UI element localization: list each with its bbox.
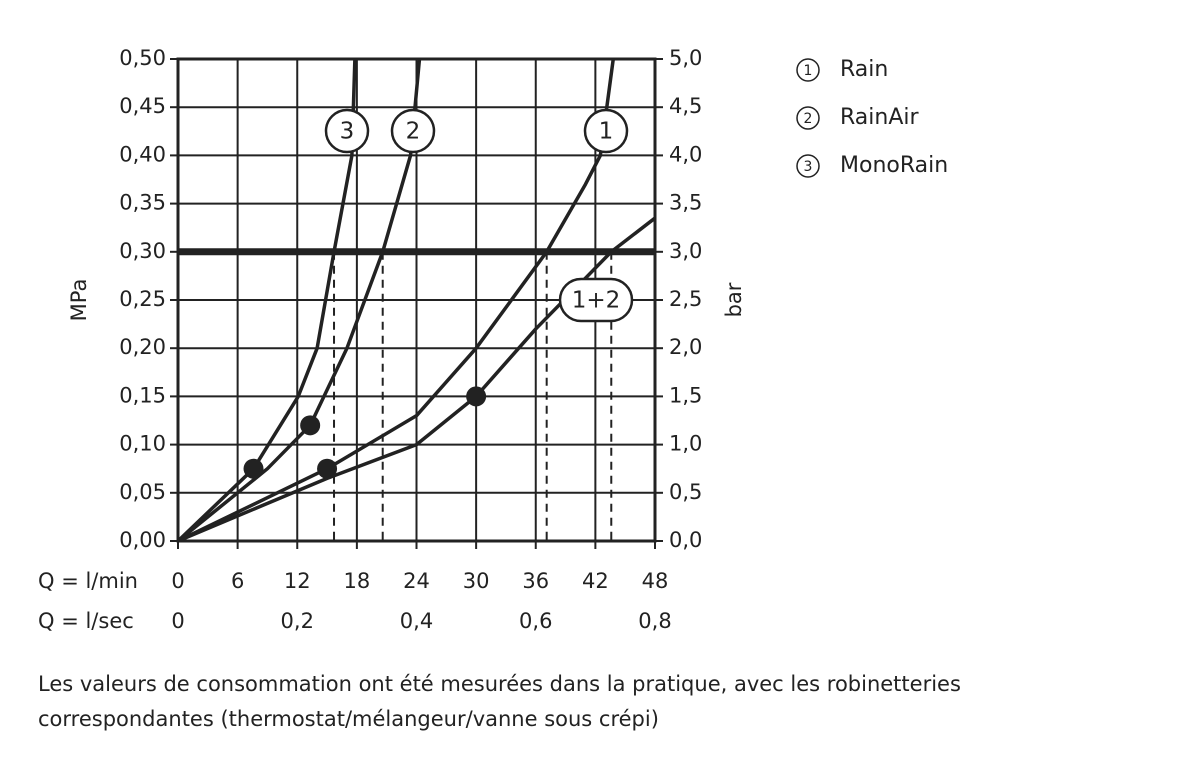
x-tick-label: 0	[171, 569, 184, 593]
y-tick-label: 0,40	[119, 142, 166, 166]
note-line: Les valeurs de consommation ont été mesu…	[38, 672, 961, 696]
x-tick-label: 18	[344, 569, 371, 593]
x2-tick-label: 0,6	[519, 609, 552, 633]
legend-marker-label: 1	[804, 63, 813, 79]
y2-tick-label: 3,5	[669, 191, 702, 215]
legend-label: Rain	[840, 57, 888, 82]
curve-label-box	[390, 108, 436, 154]
legend-marker-label: 2	[804, 111, 813, 127]
y2-tick-label: 4,5	[669, 94, 702, 118]
curve-label: 3	[340, 119, 355, 145]
x2-tick-label: 0	[171, 609, 184, 633]
x-tick-label: 30	[463, 569, 490, 593]
y2-tick-label: 5,0	[669, 46, 702, 70]
curve-label: 2	[406, 119, 421, 145]
x2-axis-label: Q = l/sec	[38, 609, 134, 633]
y-tick-label: 0,50	[119, 46, 166, 70]
series-line	[177, 58, 615, 543]
legend-marker	[796, 58, 820, 82]
y-tick-label: 0,35	[119, 191, 166, 215]
y-tick-label: 0,00	[119, 528, 166, 552]
curve-label: 1	[599, 119, 614, 145]
x-tick-label: 12	[284, 569, 311, 593]
x-tick-label: 24	[403, 569, 430, 593]
data-point	[466, 386, 487, 407]
x-tick-label: 36	[522, 569, 549, 593]
y-tick-label: 0,30	[119, 239, 166, 263]
y-tick-label: 0,25	[119, 287, 166, 311]
y-tick-label: 0,20	[119, 335, 166, 359]
data-point	[300, 415, 321, 436]
legend-marker-label: 3	[804, 159, 813, 175]
y2-axis-label: bar	[722, 282, 746, 317]
y2-tick-label: 0,0	[669, 528, 702, 552]
y2-tick-label: 1,0	[669, 432, 702, 456]
y2-tick-label: 1,5	[669, 383, 702, 407]
y2-tick-label: 3,0	[669, 239, 702, 263]
x-axis-label: Q = l/min	[38, 569, 138, 593]
series-line	[176, 58, 422, 543]
x-tick-label: 48	[642, 569, 669, 593]
data-point	[243, 458, 264, 479]
x2-tick-label: 0,8	[638, 609, 671, 633]
y2-tick-label: 2,5	[669, 287, 702, 311]
y-tick-label: 0,45	[119, 94, 166, 118]
x-tick-label: 6	[231, 569, 244, 593]
legend-marker	[796, 106, 820, 130]
y2-tick-label: 0,5	[669, 480, 702, 504]
y-tick-label: 0,15	[119, 383, 166, 407]
data-point	[317, 458, 338, 479]
y2-tick-label: 2,0	[669, 335, 702, 359]
x-tick-label: 42	[582, 569, 609, 593]
x2-tick-label: 0,4	[400, 609, 433, 633]
legend-label: MonoRain	[840, 153, 948, 178]
y-tick-label: 0,05	[119, 480, 166, 504]
curve-label-box	[558, 277, 634, 323]
note-line: correspondantes (thermostat/mélangeur/va…	[38, 707, 659, 731]
curve-label-box	[324, 108, 370, 154]
curve-label-box	[583, 108, 629, 154]
curve-label: 1+2	[572, 288, 621, 314]
y-tick-label: 0,10	[119, 432, 166, 456]
x2-tick-label: 0,2	[281, 609, 314, 633]
legend-marker	[796, 154, 820, 178]
plot-frame	[176, 57, 657, 543]
legend-label: RainAir	[840, 105, 920, 130]
y2-tick-label: 4,0	[669, 142, 702, 166]
y-axis-label: MPa	[67, 279, 91, 322]
